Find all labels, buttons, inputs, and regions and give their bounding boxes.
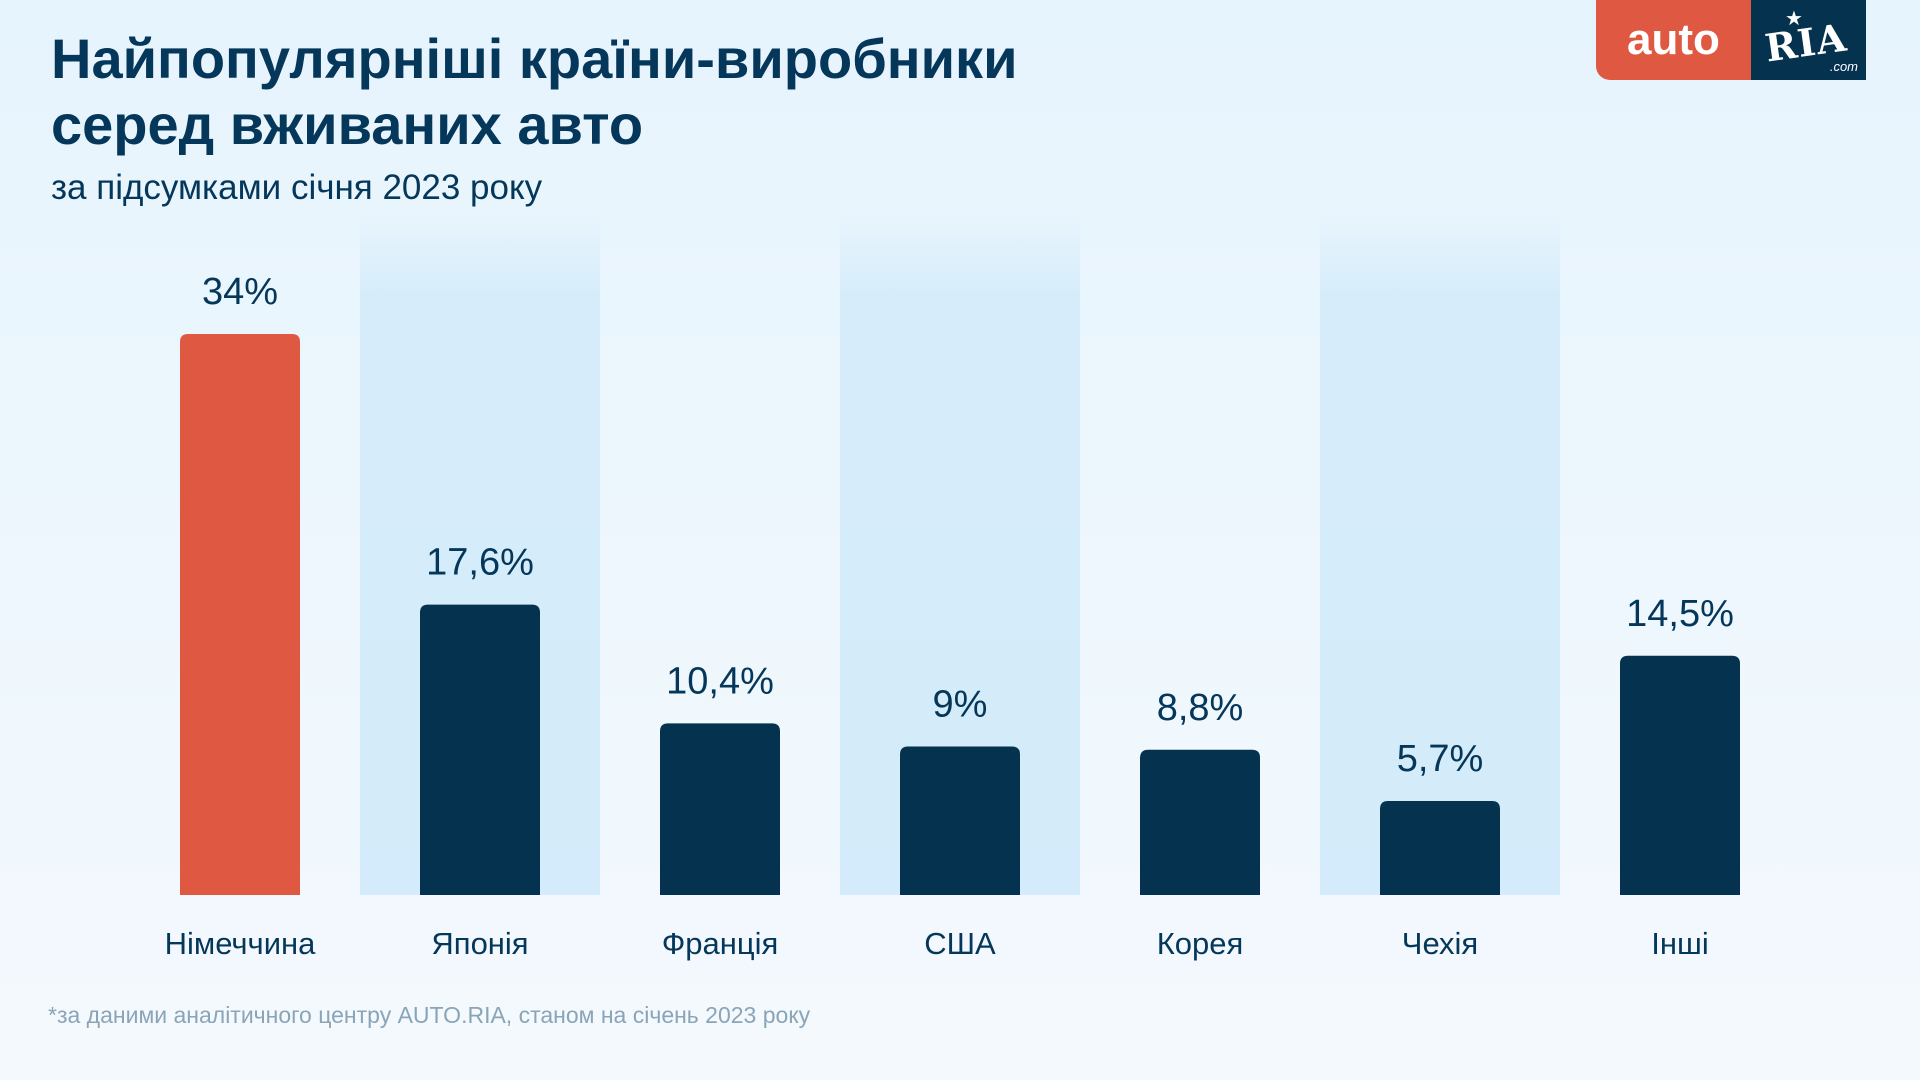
title-line-1: Найпопулярніші країни-виробники [51,27,1018,90]
category-label-5: Чехія [1402,926,1478,961]
bar-6 [1620,655,1740,895]
value-label-5: 5,7% [1397,738,1484,780]
category-label-2: Франція [662,926,779,961]
bar-0 [180,334,300,895]
category-label-1: Японія [431,926,528,961]
bar-2 [660,723,780,895]
chart-title: Найпопулярніші країни-виробники серед вж… [51,26,1018,158]
category-label-0: Німеччина [165,926,317,961]
value-label-3: 9% [933,684,988,726]
autoria-logo[interactable]: auto ★ RIA .com [1596,0,1866,80]
logo-ria: ★ RIA .com [1751,0,1866,80]
value-label-4: 8,8% [1157,687,1244,729]
footnote: *за даними аналітичного центру AUTO.RIA,… [48,1002,811,1028]
category-label-4: Корея [1157,926,1244,961]
bar-chart: 34% 17,6% 10,4% 9% 8,8% 5,7% 14,5% Німеччина Яп… [165,210,1740,961]
value-label-0: 34% [202,271,278,313]
category-labels: Німеччина Японія Франція США Корея Чехія Інші [165,926,1709,961]
star-icon: ★ [1785,8,1803,30]
logo-com-text: .com [1829,59,1858,74]
category-label-3: США [924,926,996,961]
chart-subtitle: за підсумками січня 2023 року [51,168,543,207]
value-label-2: 10,4% [666,660,774,702]
bar-5 [1380,800,1500,895]
logo-auto: auto [1596,0,1751,80]
bar-4 [1140,749,1260,895]
bars [180,334,1740,895]
bar-1 [420,604,540,895]
bar-3 [900,746,1020,895]
title-line-2: серед вживаних авто [51,93,644,156]
value-label-6: 14,5% [1626,593,1734,635]
stripe-5 [1320,210,1560,895]
value-labels: 34% 17,6% 10,4% 9% 8,8% 5,7% 14,5% [202,271,1734,780]
category-label-6: Інші [1651,926,1709,961]
value-label-1: 17,6% [426,542,534,584]
